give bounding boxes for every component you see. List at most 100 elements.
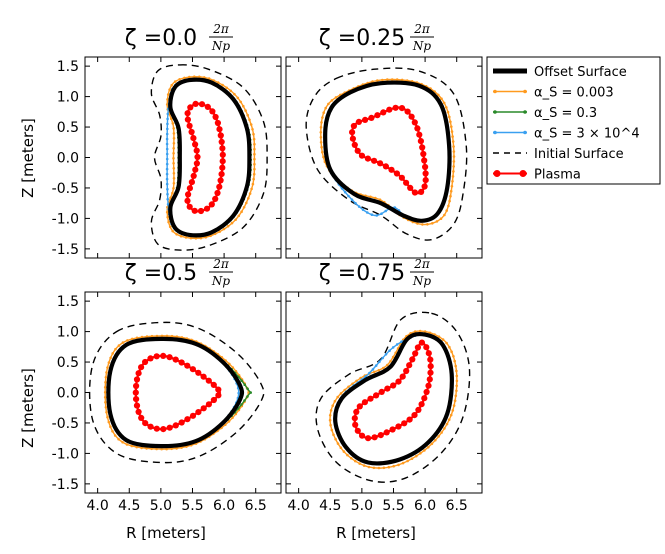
series-marker--s-0-003 <box>397 463 400 467</box>
series-marker--s-3-10-4 <box>361 208 365 212</box>
series-marker-plasma <box>395 378 402 385</box>
series-marker--s-0-003 <box>372 466 376 470</box>
series-marker--s-0-003 <box>454 364 458 368</box>
series-marker--s-0-003 <box>245 201 248 205</box>
series-marker--s-0-003 <box>172 152 175 155</box>
series-marker--s-0-003 <box>150 447 153 451</box>
series-marker-plasma <box>398 174 405 181</box>
series-marker--s-3-10-4 <box>375 214 379 217</box>
series-marker--s-0-003 <box>106 415 109 419</box>
series-marker--s-0-003 <box>319 131 323 134</box>
series-marker--s-0-003 <box>171 191 174 195</box>
series-marker-plasma <box>425 350 432 357</box>
series-marker--s-0-003 <box>437 435 440 438</box>
series-marker--s-0-003 <box>339 392 343 395</box>
series-marker-plasma <box>185 191 192 198</box>
series-marker--s-0-003 <box>248 192 252 195</box>
series-marker--s-3-10-4 <box>165 137 169 141</box>
series-marker--s-0-003 <box>452 170 455 173</box>
series-marker--s-0-003 <box>117 437 120 441</box>
series-marker-plasma <box>198 101 206 108</box>
series-marker--s-0-003 <box>218 230 221 233</box>
x-tick-label: 4.5 <box>319 498 341 514</box>
series-marker--s-0-003 <box>189 236 193 240</box>
series-marker--s-0-003 <box>130 337 134 341</box>
series-marker--s-0-003 <box>367 465 371 469</box>
y-tick-label: 0.0 <box>57 386 79 402</box>
series-marker-plasma <box>142 420 149 427</box>
y-tick-label: 0.5 <box>57 120 79 136</box>
panel-1: ζ =0.0 2π Np 1.5 1.0 0.5 0.0 -0.5 -1.0 -1.5 <box>52 22 282 259</box>
figure-xlabel-right: R [meters] <box>336 524 416 542</box>
panel-plot-area <box>88 321 265 464</box>
series-marker--s-0-003 <box>449 189 453 193</box>
series-marker-plasma <box>219 164 226 171</box>
series-marker--s-3-10-4 <box>237 391 240 395</box>
series-marker--s-0-003 <box>333 399 337 403</box>
series-marker--s-0-003 <box>445 209 449 212</box>
series-marker--s-0-003 <box>251 128 254 131</box>
series-marker-plasma <box>184 197 191 204</box>
legend-label-offset: Offset Surface <box>534 65 627 80</box>
x-tick-label: 5.0 <box>351 498 373 514</box>
series--s-0-003 <box>104 335 250 450</box>
series-marker--s-0-003 <box>449 194 452 198</box>
y-tick-label: 0.0 <box>57 151 79 167</box>
series-marker--s-0-003 <box>165 447 168 451</box>
legend-label-plasma: Plasma <box>534 168 581 183</box>
series-marker--s-0-003 <box>172 132 176 135</box>
series-marker-plasma <box>418 188 425 195</box>
series-marker--s-0-003 <box>234 218 237 221</box>
series-marker-plasma <box>217 132 224 139</box>
series-marker--s-3-10-4 <box>165 172 169 176</box>
series-marker-plasma <box>355 118 362 125</box>
panel-title-fraction-denominator: Np <box>211 274 231 288</box>
figure-ylabel-bottom: Z [meters] <box>19 368 37 448</box>
series-marker-plasma <box>354 147 361 154</box>
series-marker--s-0-003 <box>437 335 441 339</box>
series-marker--s-0-003 <box>225 86 228 90</box>
series-marker--s-0-003 <box>253 157 256 161</box>
series-marker--s-0-003 <box>446 110 450 114</box>
series-marker--s-0-003 <box>165 210 169 214</box>
series--s-3-10-4 <box>324 81 451 222</box>
y-tick-label: -0.5 <box>52 416 79 432</box>
series-marker-plasma <box>153 353 160 360</box>
series-marker--s-0-003 <box>160 334 164 338</box>
series-marker-plasma <box>214 119 221 127</box>
series-marker-plasma <box>194 153 201 161</box>
series-marker-plasma <box>132 389 139 396</box>
series-marker--s-0-003 <box>376 79 379 82</box>
legend-marker <box>523 130 527 135</box>
series-marker--s-3-10-4 <box>395 343 399 346</box>
series-marker--s-0-003 <box>387 465 391 469</box>
series-marker--s-0-003 <box>453 359 457 363</box>
series-marker--s-0-003 <box>451 175 455 178</box>
series-marker-plasma <box>427 356 434 363</box>
series-marker--s-0-003 <box>378 198 382 201</box>
series-marker--s-3-10-4 <box>165 157 169 161</box>
series-marker--s-0-003 <box>237 214 241 218</box>
y-tick-label: 1.5 <box>57 59 79 75</box>
series-marker-plasma <box>412 350 419 357</box>
series-marker--s-0-003 <box>350 457 353 460</box>
series-marker-plasma <box>414 344 421 351</box>
series-marker--s-0-3 <box>240 379 243 383</box>
series-marker-plasma <box>218 138 225 145</box>
series-marker--s-0-003 <box>452 160 456 163</box>
series-marker--s-0-003 <box>372 370 376 374</box>
series-marker--s-0-003 <box>320 145 323 149</box>
series--s-0-003 <box>329 330 458 469</box>
series-marker--s-0-003 <box>455 379 459 383</box>
series-marker-plasma <box>426 376 433 383</box>
series-marker-plasma <box>417 138 424 145</box>
series-marker--s-0-003 <box>111 352 114 355</box>
series-marker-plasma <box>377 160 384 167</box>
series-marker--s-0-003 <box>130 444 134 448</box>
series-marker-plasma <box>210 396 217 404</box>
series-marker-plasma <box>160 352 167 359</box>
series-marker--s-0-003 <box>410 457 414 461</box>
series-marker-plasma <box>422 170 429 177</box>
series-marker--s-0-003 <box>330 428 334 432</box>
series-marker--s-0-003 <box>443 427 446 430</box>
